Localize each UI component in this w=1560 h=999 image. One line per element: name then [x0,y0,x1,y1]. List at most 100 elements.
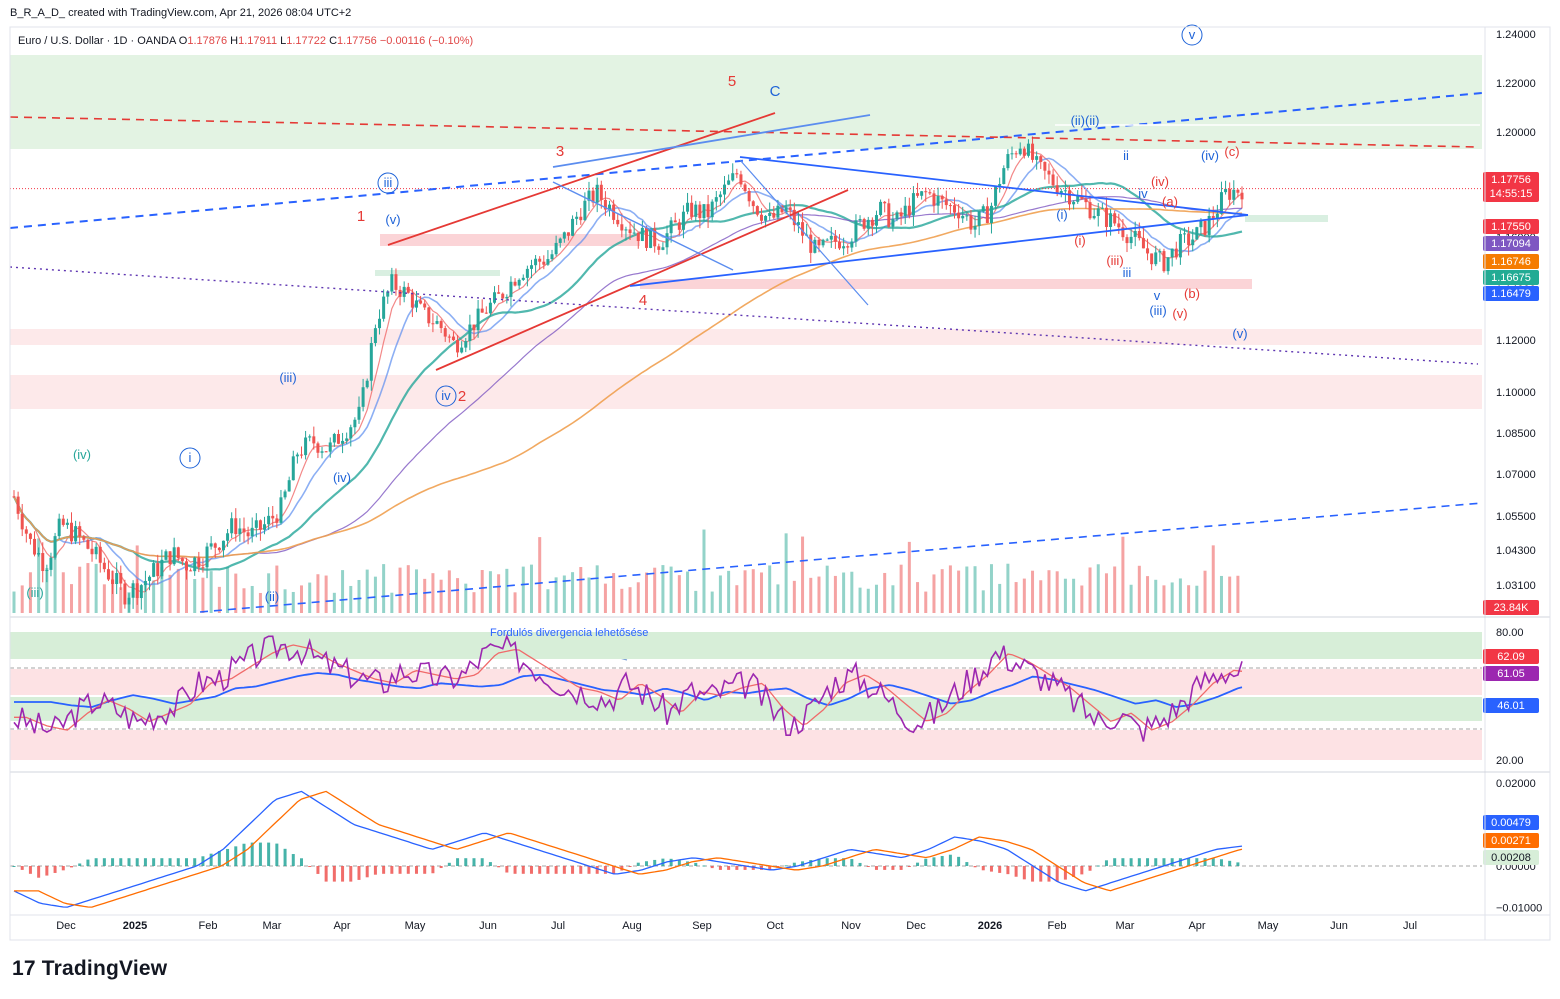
wave-label: (iii) [279,370,296,385]
volume-bar [390,592,394,613]
volume-bar [833,575,837,613]
macd-histogram-bar [989,866,993,872]
macd-histogram-bar [324,866,328,882]
candle-body [423,303,427,308]
wave-label: 3 [556,143,564,160]
candle-body [1002,168,1006,184]
candle-body [1236,189,1240,193]
time-axis-label: Feb [199,920,218,932]
macd-histogram-bar [45,866,49,876]
candle-body [636,232,640,242]
candle-body [920,191,924,196]
macd-histogram-bar [267,842,271,866]
macd-histogram-bar [184,858,188,866]
candle-body [332,433,336,443]
volume-bar [677,575,681,613]
candle-body [69,522,73,542]
candle-body [49,557,53,570]
price-axis-label: 1.07000 [1496,469,1536,481]
wave-label: (iv) [73,447,91,462]
macd-histogram-bar [718,866,722,870]
candle-body [1137,231,1141,239]
candle-body [1100,207,1104,209]
candle-body [850,241,854,248]
price-tag-label: 1.16746 [1491,256,1531,268]
chart-frame [9,26,1551,941]
candle-body [1150,253,1154,265]
candle-body [1154,252,1158,265]
candle-body [1178,233,1182,258]
price-axis-label: 1.05500 [1496,511,1536,523]
ohlc-values: O1.17876 H1.17911 L1.17722 C1.17756 [179,35,380,47]
volume-tag-label: 23.84K [1494,602,1530,614]
candle-body [546,259,550,265]
volume-bar [653,567,657,613]
wave-circle [1181,24,1203,46]
candle-body [1195,227,1199,240]
candle-body [419,300,423,304]
volume-bar [932,574,936,613]
candle-body [1121,227,1125,238]
candle-body [217,547,221,551]
macd-histogram-bar [160,858,164,866]
candle-body [1199,220,1203,228]
candle-body [686,202,690,212]
volume-bar [45,567,49,613]
volume-bar [628,587,632,613]
candle-body [907,205,911,216]
volume-bar [998,583,1002,613]
candle-body [1191,239,1195,246]
macd-histogram-bar [1219,859,1223,866]
tradingview-logo-icon: 17 [12,957,36,980]
macd-histogram-bar [891,866,895,870]
rsi-value-label: 46.01 [1497,700,1525,712]
volume-bar [464,583,468,613]
rsi-value-tag [1483,666,1539,681]
candle-body [977,211,981,226]
candle-body [143,580,147,586]
macd-histogram-bar [365,866,369,878]
volume-bar [694,590,698,613]
macd-histogram-bar [209,853,213,866]
tradingview-logo[interactable]: 17 TradingView [12,957,167,981]
candle-body [538,258,542,262]
macd-histogram-bar [447,862,451,866]
candle-body [365,380,369,388]
macd-histogram-bar [768,866,772,870]
price-axis-label: 1.04300 [1496,545,1536,557]
candle-body [1051,174,1055,186]
candle-body [579,216,583,221]
wave-label: (v) [1232,326,1247,341]
volume-bar [529,564,533,613]
trend-lines [9,92,1483,661]
volume-bar [743,570,747,613]
candle-body [497,292,501,294]
volume-bar [538,537,542,613]
macd-histogram-bar [119,858,123,866]
macd-histogram-bar [932,857,936,866]
macd-histogram-bar [382,866,386,874]
candle-body [336,433,340,444]
candle-body [653,228,657,247]
macd-value-label: 0.00271 [1491,835,1531,847]
volume-bar [37,538,41,613]
macd-axis-label: −0.01000 [1496,903,1542,915]
macd-histogram-bar [1063,866,1067,880]
macd-histogram-bar [899,866,903,870]
volume-bar [456,578,460,613]
volume-bar [899,564,903,613]
macd-histogram-bar [1113,858,1117,866]
candle-body [1039,156,1043,162]
macd-histogram-bar [866,866,870,867]
macd-value-label: 0.00479 [1491,817,1531,829]
candle-body [78,526,82,537]
candle-body [1166,257,1170,272]
candle-body [796,222,800,226]
candle-body [517,279,521,286]
price-axis-label: 1.03100 [1496,580,1536,592]
volume-bars [12,529,1240,613]
volume-bar [414,569,418,613]
rsi-axis-label: 80.00 [1496,627,1524,639]
candle-body [1006,154,1010,169]
